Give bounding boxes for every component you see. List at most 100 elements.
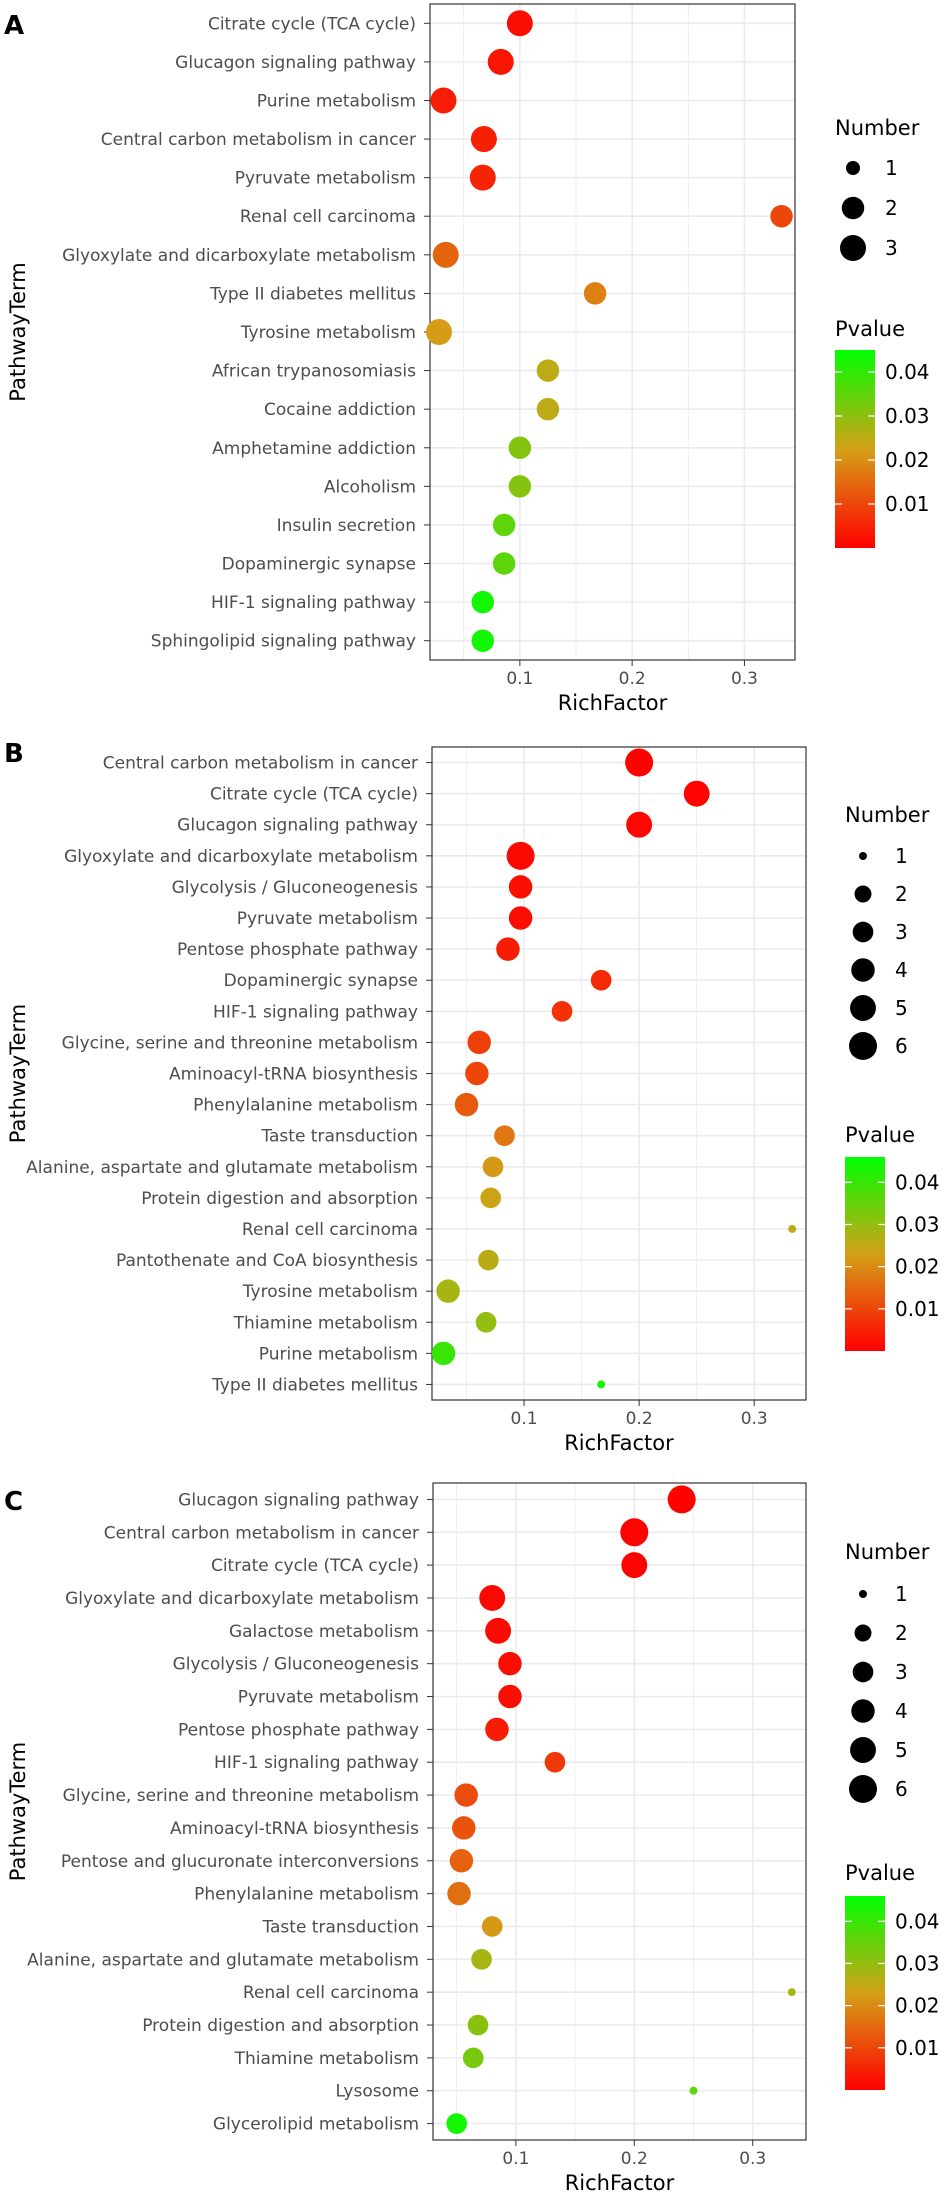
data-point	[471, 590, 495, 614]
y-tick-label: Alcoholism	[324, 477, 416, 497]
y-tick-label: Aminoacyl-tRNA biosynthesis	[170, 1819, 419, 1839]
data-point	[471, 629, 495, 652]
color-legend: Pvalue 0.01 0.02 0.03 0.04	[835, 317, 930, 548]
color-legend-title: Pvalue	[835, 317, 905, 341]
y-tick-label: Alanine, aspartate and glutamate metabol…	[26, 1158, 418, 1178]
size-legend-key	[850, 995, 876, 1021]
data-point	[425, 319, 452, 345]
y-tick-label: Phenylalanine metabolism	[193, 1096, 418, 1116]
x-tick-label: 0.3	[731, 669, 758, 689]
data-point	[597, 1380, 606, 1389]
y-tick-label: Insulin secretion	[277, 516, 416, 536]
data-point	[496, 937, 520, 961]
size-legend-key	[841, 196, 865, 220]
size-legend-label: 1	[895, 1582, 908, 1606]
data-point	[551, 1000, 573, 1022]
data-point	[536, 397, 560, 421]
data-point	[506, 10, 533, 37]
y-tick-label: Pentose phosphate pathway	[177, 940, 418, 960]
y-tick-label: Thiamine metabolism	[233, 1313, 418, 1333]
data-point	[494, 1125, 515, 1147]
y-tick-label: Type II diabetes mellitus	[209, 284, 416, 304]
size-legend-key	[851, 958, 875, 982]
plot-border	[432, 1482, 807, 2141]
data-point	[498, 1651, 522, 1676]
panel-b: B Central carbon metabolism in cancer Citr…	[4, 739, 940, 1455]
data-point	[492, 552, 516, 575]
size-legend-key	[849, 1775, 877, 1803]
data-point	[508, 436, 532, 460]
color-legend-title: Pvalue	[845, 1861, 915, 1885]
y-tick-label: Taste transduction	[261, 1917, 419, 1937]
y-tick-label: Citrate cycle (TCA cycle)	[211, 1556, 419, 1576]
y-tick-label: Glucagon signaling pathway	[175, 53, 416, 73]
data-point	[620, 1518, 649, 1547]
y-tick-label: HIF-1 signaling pathway	[211, 593, 416, 613]
size-legend-label: 5	[895, 1738, 908, 1762]
y-tick-label: Pyruvate metabolism	[238, 1688, 419, 1708]
y-tick-label: African trypanosomiasis	[212, 362, 416, 382]
data-point	[449, 1849, 474, 1873]
size-legend-key	[850, 1737, 876, 1763]
data-point	[583, 282, 607, 305]
y-tick-label: Renal cell carcinoma	[242, 1220, 418, 1240]
x-axis-title: RichFactor	[564, 1431, 674, 1455]
x-tick-label: 0.1	[511, 1409, 538, 1429]
y-tick-label: Pentose phosphate pathway	[178, 1720, 419, 1740]
size-legend-label: 2	[895, 882, 908, 906]
x-tick-label: 0.1	[506, 669, 533, 689]
y-tick-label: Protein digestion and absorption	[142, 2016, 419, 2036]
size-legend-label: 6	[895, 1777, 908, 1801]
size-legend-key	[840, 235, 866, 261]
color-bar-label: 0.02	[895, 1994, 940, 2018]
y-tick-label: Protein digestion and absorption	[141, 1189, 418, 1209]
data-point	[454, 1783, 478, 1807]
size-legend-key	[859, 852, 867, 860]
size-legend-title: Number	[835, 116, 920, 140]
y-tick-label: Lysosome	[335, 2082, 419, 2102]
size-legend-title: Number	[845, 803, 930, 827]
y-tick-label: Pantothenate and CoA biosynthesis	[116, 1251, 418, 1271]
color-bar-label: 0.03	[895, 1951, 940, 1975]
color-bar-label: 0.04	[895, 1170, 940, 1194]
data-point	[431, 1341, 456, 1366]
size-legend-key	[854, 885, 872, 903]
size-legend-label: 5	[895, 996, 908, 1020]
data-point	[508, 875, 533, 899]
y-tick-label: Glycolysis / Gluconeogenesis	[172, 878, 419, 898]
data-point	[436, 1279, 460, 1303]
x-tick-label: 0.2	[621, 2149, 648, 2169]
data-point	[536, 359, 560, 382]
y-tick-label: HIF-1 signaling pathway	[213, 1002, 418, 1022]
color-bar-label: 0.02	[895, 1255, 940, 1279]
y-tick-label: Citrate cycle (TCA cycle)	[210, 785, 418, 805]
color-bar-label: 0.03	[895, 1212, 940, 1236]
x-tick-label: 0.2	[626, 1409, 653, 1429]
size-legend-label: 3	[895, 1660, 908, 1684]
y-tick-label: Renal cell carcinoma	[240, 207, 416, 227]
data-point	[485, 1717, 509, 1742]
size-legend-label: 4	[895, 1699, 908, 1723]
data-point	[462, 2047, 484, 2069]
y-tick-label: Glycine, serine and threonine metabolism	[62, 1033, 418, 1053]
y-tick-label: Dopaminergic synapse	[222, 555, 416, 575]
y-tick-label: Phenylalanine metabolism	[194, 1885, 419, 1905]
y-tick-label: Tyrosine metabolism	[242, 1282, 418, 1302]
y-tick-label: Pyruvate metabolism	[237, 909, 418, 929]
size-legend-label: 3	[885, 236, 898, 260]
y-tick-label: Tyrosine metabolism	[240, 323, 416, 343]
data-point	[621, 1552, 648, 1579]
color-legend: Pvalue 0.01 0.02 0.03 0.04	[845, 1861, 940, 2090]
x-tick-label: 0.2	[619, 669, 646, 689]
data-point	[467, 1030, 491, 1055]
data-point	[470, 126, 497, 153]
size-legend-key	[854, 1624, 872, 1642]
color-bar	[845, 1896, 885, 2090]
y-tick-label: Taste transduction	[260, 1127, 418, 1147]
y-tick-label: Glucagon signaling pathway	[178, 1490, 419, 1510]
data-point	[471, 1949, 492, 1970]
y-tick-label: Amphetamine addiction	[212, 439, 416, 459]
x-axis-title: RichFactor	[565, 2171, 675, 2195]
size-legend: Number 1 2 3 4 5 6	[845, 803, 930, 1060]
